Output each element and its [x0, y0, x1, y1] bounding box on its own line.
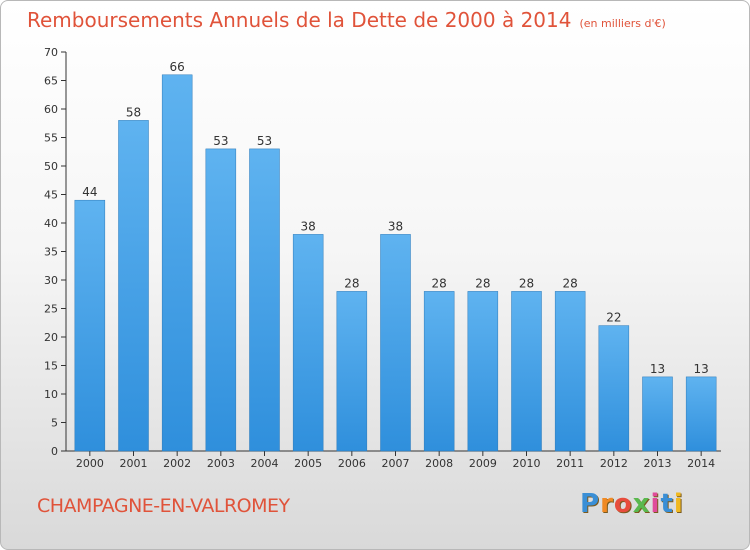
logo-letter: x [632, 489, 651, 519]
y-tick-label: 35 [44, 246, 58, 259]
logo-letter: t [660, 489, 674, 519]
data-label: 28 [563, 276, 578, 290]
x-tick-label: 2002 [163, 457, 191, 470]
logo-letter: P [580, 489, 601, 519]
bar [467, 291, 499, 452]
bar [161, 74, 193, 452]
data-label: 66 [170, 60, 185, 74]
y-tick-label: 20 [44, 331, 58, 344]
data-label: 13 [694, 362, 709, 376]
y-tick-label: 50 [44, 160, 58, 173]
bar [642, 376, 673, 452]
bar [380, 234, 411, 452]
logo-letter: r [600, 489, 614, 519]
x-tick-label: 2007 [382, 457, 410, 470]
y-tick-label: 70 [44, 46, 58, 59]
y-tick-label: 5 [51, 417, 58, 430]
data-label: 58 [126, 105, 141, 119]
logo-letter: i [673, 489, 684, 519]
data-label: 28 [475, 276, 490, 290]
data-label: 44 [82, 185, 97, 199]
chart-title: Remboursements Annuels de la Dette de 20… [27, 8, 666, 32]
bars: 44 58 66 53 53 38 28 38 28 28 28 28 22 13 13 [74, 60, 717, 452]
x-tick-label: 2010 [513, 457, 541, 470]
data-label: 53 [257, 134, 272, 148]
data-label: 28 [519, 276, 534, 290]
bar [249, 148, 280, 452]
commune-name: CHAMPAGNE-EN-VALROMEY [37, 495, 290, 517]
data-label: 38 [301, 219, 316, 233]
data-label: 28 [432, 276, 447, 290]
bar [336, 291, 368, 452]
y-tick-label: 45 [44, 189, 58, 202]
data-label: 53 [213, 134, 228, 148]
x-tick-label: 2011 [556, 457, 584, 470]
x-tick-label: 2014 [687, 457, 715, 470]
y-tick-label: 15 [44, 360, 58, 373]
bar [118, 120, 149, 452]
y-tick-label: 65 [44, 75, 58, 88]
logo-letter: o [613, 489, 633, 519]
y-tick-label: 10 [44, 388, 58, 401]
x-tick-label: 2000 [76, 457, 104, 470]
x-tick-label: 2001 [120, 457, 148, 470]
data-label: 38 [388, 219, 403, 233]
x-tick-label: 2005 [294, 457, 322, 470]
data-label: 13 [650, 362, 665, 376]
chart-subtitle: (en milliers d'€) [579, 17, 666, 30]
bar [292, 234, 324, 452]
x-tick-label: 2012 [600, 457, 628, 470]
y-tick-label: 60 [44, 103, 58, 116]
y-tick-label: 40 [44, 217, 58, 230]
x-tick-label: 2008 [425, 457, 453, 470]
bar [205, 148, 237, 452]
bar [511, 291, 542, 452]
bar [74, 199, 106, 452]
y-axis: 0 5 10 15 20 25 30 35 40 45 50 55 60 65 70 [44, 46, 67, 458]
x-tick-label: 2004 [251, 457, 279, 470]
y-tick-label: 25 [44, 303, 58, 316]
x-tick-label: 2003 [207, 457, 235, 470]
bar [554, 291, 586, 452]
bar [598, 325, 630, 452]
data-label: 28 [344, 276, 359, 290]
chart-title-text: Remboursements Annuels de la Dette de 20… [27, 8, 572, 32]
y-tick-label: 30 [44, 274, 58, 287]
bar [685, 376, 717, 452]
y-tick-label: 0 [51, 445, 58, 458]
x-tick-label: 2009 [469, 457, 497, 470]
data-label: 22 [606, 311, 621, 325]
x-axis: 2000 2001 2002 2003 2004 2005 2006 2007 2008 2009… [66, 450, 721, 470]
x-tick-label: 2013 [644, 457, 672, 470]
logo-letter: i [650, 489, 661, 519]
bar [423, 291, 455, 452]
proxiti-logo[interactable]: Proxiti [580, 489, 684, 519]
x-tick-label: 2006 [338, 457, 366, 470]
y-tick-label: 55 [44, 132, 58, 145]
